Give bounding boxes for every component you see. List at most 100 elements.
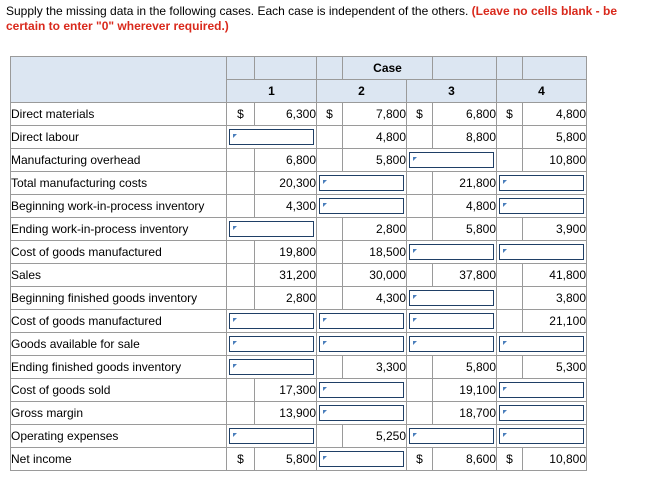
answer-input[interactable] [226,332,317,356]
answer-input-box[interactable] [409,313,494,329]
answer-input-box[interactable] [319,198,404,214]
currency-cell [496,125,523,149]
answer-input-box[interactable] [499,244,584,260]
currency-cell [496,286,523,310]
value-cell: 21,800 [432,171,497,195]
answer-input[interactable] [226,424,317,448]
answer-input-box[interactable] [499,428,584,444]
currency-cell [316,148,343,172]
value-cell: 4,800 [522,102,587,126]
table-row: Gross margin 13,900 18,700 [10,401,587,425]
answer-input-box[interactable] [319,405,404,421]
answer-input-box[interactable] [229,428,314,444]
answer-input-box[interactable] [499,175,584,191]
currency-cell [226,263,255,287]
input-marker-icon [323,456,327,460]
input-marker-icon [233,364,237,368]
table-row: Cost of goods sold 17,300 19,100 [10,378,587,402]
answer-input[interactable] [316,194,407,218]
currency-cell [406,378,433,402]
input-marker-icon [503,180,507,184]
answer-input[interactable] [316,447,407,471]
currency-cell: $ [496,102,523,126]
answer-input-box[interactable] [409,336,494,352]
currency-cell [226,401,255,425]
currency-cell [406,194,433,218]
answer-input[interactable] [406,332,497,356]
answer-input-box[interactable] [229,359,314,375]
answer-input-box[interactable] [409,244,494,260]
answer-input-box[interactable] [319,313,404,329]
column-header-3: 3 [406,79,497,103]
answer-input[interactable] [226,217,317,241]
value-cell: 3,900 [522,217,587,241]
value-cell: 6,300 [254,102,317,126]
row-label: Gross margin [10,401,227,425]
answer-input-box[interactable] [499,198,584,214]
row-label: Cost of goods manufactured [10,240,227,264]
answer-input[interactable] [406,309,497,333]
value-cell: 31,200 [254,263,317,287]
answer-input[interactable] [226,355,317,379]
row-label: Net income [10,447,227,471]
answer-input[interactable] [226,309,317,333]
currency-cell [496,217,523,241]
answer-input[interactable] [496,194,587,218]
answer-input[interactable] [406,424,497,448]
input-marker-icon [323,318,327,322]
row-label: Ending finished goods inventory [10,355,227,379]
answer-input[interactable] [496,332,587,356]
answer-input-box[interactable] [319,336,404,352]
answer-input-box[interactable] [229,129,314,145]
cost-table: Case 1 2 3 4 Direct materials $6,300 $7,80… [10,56,587,471]
answer-input[interactable] [496,240,587,264]
input-marker-icon [413,318,417,322]
answer-input[interactable] [316,378,407,402]
answer-input[interactable] [316,332,407,356]
input-marker-icon [233,433,237,437]
row-label: Beginning finished goods inventory [10,286,227,310]
currency-cell [226,194,255,218]
currency-cell [316,240,343,264]
table-row: Manufacturing overhead 6,800 5,800 10,800 [10,148,587,172]
answer-input-box[interactable] [229,336,314,352]
answer-input[interactable] [406,286,497,310]
answer-input-box[interactable] [409,152,494,168]
input-marker-icon [503,433,507,437]
answer-input[interactable] [496,401,587,425]
value-cell: 5,800 [342,148,407,172]
answer-input-box[interactable] [319,175,404,191]
answer-input[interactable] [316,171,407,195]
currency-cell: $ [406,102,433,126]
table-row: Net income $5,800 $8,600 $10,800 [10,447,587,471]
value-cell: 2,800 [342,217,407,241]
answer-input-box[interactable] [499,405,584,421]
answer-input-box[interactable] [319,451,404,467]
answer-input-box[interactable] [319,382,404,398]
answer-input[interactable] [226,125,317,149]
table-row: Ending finished goods inventory 3,300 5,80… [10,355,587,379]
answer-input[interactable] [316,401,407,425]
value-cell: 21,100 [522,309,587,333]
value-cell: 10,800 [522,447,587,471]
answer-input[interactable] [406,148,497,172]
answer-input-box[interactable] [499,382,584,398]
value-cell: 4,300 [254,194,317,218]
answer-input[interactable] [496,378,587,402]
input-marker-icon [323,203,327,207]
answer-input[interactable] [406,240,497,264]
answer-input-box[interactable] [499,336,584,352]
currency-cell: $ [226,102,255,126]
currency-cell [316,263,343,287]
answer-input-box[interactable] [409,290,494,306]
currency-cell [496,263,523,287]
answer-input[interactable] [496,424,587,448]
value-cell: 41,800 [522,263,587,287]
currency-cell: $ [496,447,523,471]
answer-input-box[interactable] [229,313,314,329]
answer-input[interactable] [316,309,407,333]
answer-input[interactable] [496,171,587,195]
answer-input-box[interactable] [229,221,314,237]
answer-input-box[interactable] [409,428,494,444]
row-label: Total manufacturing costs [10,171,227,195]
